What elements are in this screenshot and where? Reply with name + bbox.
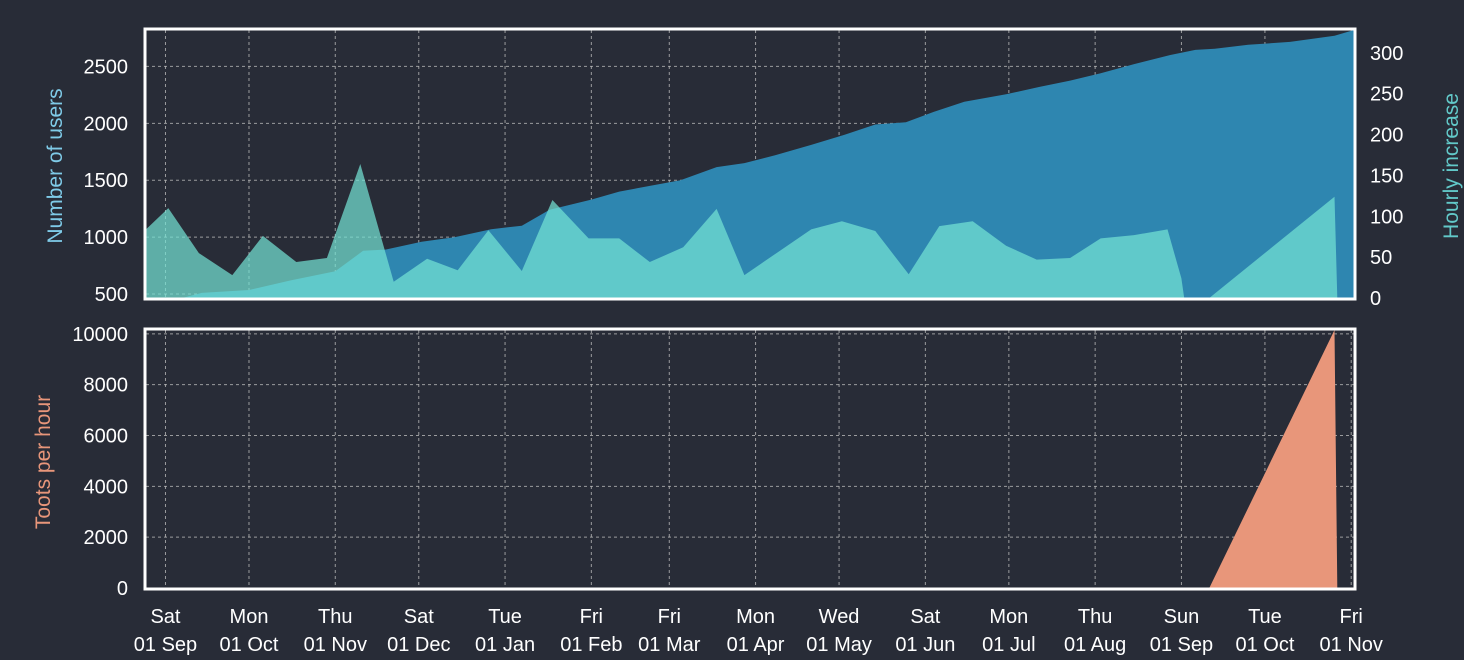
x-tick-day: Mon <box>230 606 269 628</box>
x-axis-ticks: Sat 01 Sep Mon 01 Oct Thu 01 Nov Sat 01 Dec Tue 0… <box>134 606 1383 656</box>
x-tick-date: 01 Nov <box>1320 634 1383 656</box>
y-tick-label: 1500 <box>84 170 129 192</box>
x-tick-date: 01 Oct <box>1235 634 1294 656</box>
y-tick-label: 0 <box>117 578 128 600</box>
x-tick-day: Tue <box>1248 606 1282 628</box>
x-tick-date: 01 Apr <box>727 634 785 656</box>
x-tick-date: 01 Nov <box>304 634 367 656</box>
x-tick-date: 01 May <box>806 634 872 656</box>
x-tick-day: Sun <box>1164 606 1200 628</box>
x-tick-date: 01 Jan <box>475 634 535 656</box>
y-tick-label: 300 <box>1370 43 1403 65</box>
y-tick-label: 8000 <box>84 375 129 397</box>
hourly-axis-ticks: 0 50 100 150 200 250 300 <box>1370 43 1403 310</box>
x-tick-day: Thu <box>318 606 352 628</box>
y-tick-label: 100 <box>1370 206 1403 228</box>
x-tick-day: Mon <box>989 606 1028 628</box>
bottom-plot-series <box>146 330 1354 588</box>
y-tick-label: 1000 <box>84 227 129 249</box>
y-tick-label: 500 <box>95 284 128 306</box>
x-tick-day: Sat <box>150 606 180 628</box>
hourly-increase-area <box>146 164 1354 298</box>
users-axis-ticks: 500 1000 1500 2000 2500 <box>84 56 129 306</box>
x-tick-day: Fri <box>1340 606 1363 628</box>
x-tick-day: Thu <box>1078 606 1112 628</box>
y-tick-label: 200 <box>1370 125 1403 147</box>
y-tick-label: 150 <box>1370 165 1403 187</box>
top-plot-frame <box>143 27 1357 301</box>
y-tick-label: 6000 <box>84 425 129 447</box>
y-tick-label: 2000 <box>84 527 129 549</box>
x-tick-date: 01 Feb <box>560 634 622 656</box>
y-tick-label: 50 <box>1370 247 1392 269</box>
y-tick-label: 2500 <box>84 56 129 78</box>
x-tick-day: Tue <box>488 606 522 628</box>
x-tick-day: Fri <box>580 606 603 628</box>
x-tick-day: Sat <box>910 606 940 628</box>
x-tick-date: 01 Sep <box>134 634 197 656</box>
y-tick-label: 2000 <box>84 113 129 135</box>
toots-axis-label: Toots per hour <box>32 395 55 529</box>
x-tick-date: 01 Jun <box>895 634 955 656</box>
x-tick-day: Fri <box>658 606 681 628</box>
x-tick-date: 01 Aug <box>1064 634 1126 656</box>
x-tick-date: 01 Sep <box>1150 634 1213 656</box>
x-tick-day: Sat <box>404 606 434 628</box>
x-tick-day: Mon <box>736 606 775 628</box>
x-tick-date: 01 Jul <box>982 634 1035 656</box>
x-tick-date: 01 Oct <box>220 634 279 656</box>
toots-axis-ticks: 0 2000 4000 6000 8000 10000 <box>72 324 128 600</box>
toots-per-hour-area <box>146 330 1354 588</box>
users-axis-label: Number of users <box>44 88 67 243</box>
y-tick-label: 4000 <box>84 476 129 498</box>
bottom-plot-frame <box>143 327 1357 591</box>
x-tick-date: 01 Dec <box>387 634 450 656</box>
y-tick-label: 0 <box>1370 288 1381 310</box>
bottom-grid <box>146 330 1354 588</box>
x-tick-day: Wed <box>819 606 860 628</box>
hourly-axis-label: Hourly increase <box>1440 93 1463 239</box>
y-tick-label: 10000 <box>72 324 128 346</box>
users-area <box>146 30 1354 298</box>
y-tick-label: 250 <box>1370 84 1403 106</box>
top-plot-series <box>146 30 1354 298</box>
x-tick-date: 01 Mar <box>638 634 701 656</box>
